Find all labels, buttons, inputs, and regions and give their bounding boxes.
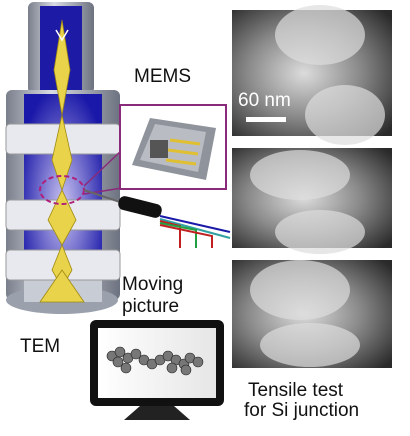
moving-label-1: Moving	[122, 274, 183, 295]
tem-label: TEM	[20, 336, 60, 357]
caption-1: Tensile test	[248, 380, 344, 401]
cable	[83, 189, 231, 248]
mems-inset	[119, 104, 227, 190]
moving-label-2: picture	[122, 296, 179, 317]
caption-2: for Si junction	[244, 400, 359, 421]
tem-images	[232, 5, 392, 368]
monitor	[90, 320, 224, 420]
mems-label: MEMS	[134, 66, 191, 87]
scale-label: 60 nm	[238, 90, 291, 111]
tem-column	[5, 2, 123, 314]
